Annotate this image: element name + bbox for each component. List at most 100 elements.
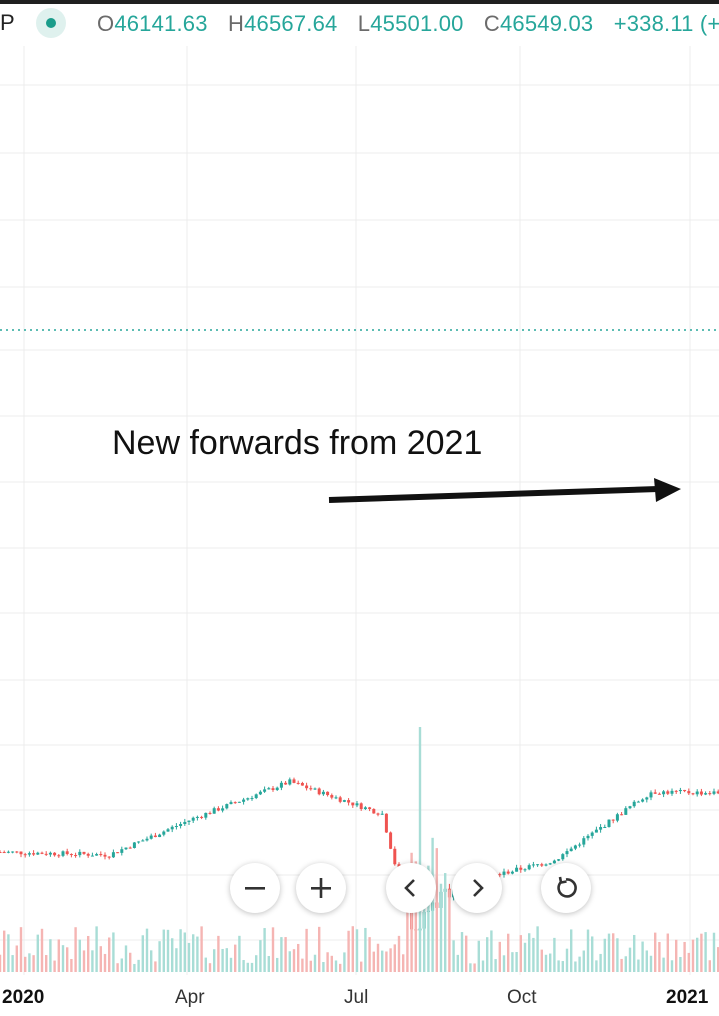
candle-body: [620, 814, 624, 816]
volume-bar: [553, 937, 556, 972]
volume-bar: [255, 955, 258, 972]
volume-bar: [431, 837, 434, 972]
candle-body: [376, 813, 380, 815]
volume-bar: [225, 948, 228, 972]
low-label: L: [357, 11, 371, 36]
volume-bar: [78, 939, 81, 972]
volume-bar: [494, 959, 497, 972]
candle-body: [393, 848, 397, 865]
candle-body: [674, 790, 678, 792]
volume-bar: [158, 941, 161, 972]
volume-bar: [116, 963, 119, 972]
volume-bar: [229, 957, 233, 972]
candle-body: [32, 853, 36, 855]
volume-bar: [574, 961, 577, 972]
volume-bar: [414, 861, 417, 972]
volume-bar: [402, 954, 405, 972]
volume-bar: [465, 935, 468, 972]
volume-bar: [11, 955, 14, 972]
candle-body: [544, 864, 548, 866]
candle-body: [670, 790, 674, 794]
volume-bar: [313, 954, 317, 972]
volume-bar: [586, 929, 590, 972]
candle-body: [632, 801, 636, 807]
volume-bar: [607, 933, 611, 972]
candle-body: [628, 806, 632, 809]
scroll-left-button[interactable]: [386, 863, 436, 913]
volume-bar: [49, 939, 52, 972]
volume-bar: [662, 957, 665, 972]
candle-body: [342, 800, 346, 802]
scroll-right-button[interactable]: [452, 863, 502, 913]
candle-body: [527, 865, 531, 870]
zoom-out-button[interactable]: [230, 863, 280, 913]
volume-bar: [82, 950, 86, 972]
volume-bar: [297, 943, 300, 972]
volume-bar: [179, 929, 182, 972]
volume-bar: [99, 946, 102, 972]
volume-bar: [183, 932, 186, 972]
candle-body: [74, 855, 78, 857]
volume-bar: [364, 927, 367, 972]
candle-body: [351, 802, 355, 806]
volume-bar: [528, 933, 531, 972]
volume-bar: [91, 950, 94, 972]
candle-body: [61, 851, 65, 856]
volume-bar: [288, 951, 291, 972]
volume-bar: [0, 954, 2, 972]
volume-bar: [582, 950, 585, 972]
candle-body: [578, 844, 582, 846]
candle-body: [111, 852, 115, 858]
volume-bar: [456, 954, 459, 972]
volume-bar: [36, 934, 39, 972]
candle-body: [86, 853, 90, 856]
candle-body: [225, 804, 229, 809]
zoom-in-button[interactable]: [296, 863, 346, 913]
candle-body: [708, 793, 712, 795]
candle-body: [506, 871, 510, 874]
candle-body: [53, 852, 57, 856]
volume-bar: [213, 949, 216, 972]
volume-bar: [372, 951, 375, 972]
volume-bar: [637, 959, 640, 972]
candle-body: [116, 852, 120, 854]
ohlc-values: O46141.63 H46567.64 L45501.00 C46549.03 …: [97, 11, 719, 37]
candle-body: [158, 834, 162, 838]
volume-bar: [45, 955, 48, 972]
candle-body: [536, 864, 540, 866]
candle-body: [691, 793, 695, 795]
volume-bar: [129, 952, 132, 972]
volume-bar: [95, 926, 98, 972]
top-edge: [0, 0, 719, 4]
volume-bar: [540, 949, 543, 972]
x-tick-label: Oct: [507, 987, 537, 1008]
volume-bar: [624, 956, 627, 972]
volume-bar: [397, 935, 401, 972]
volume-bar: [347, 930, 350, 972]
volume-bar: [565, 948, 569, 972]
candle-body: [565, 851, 569, 855]
volume-bar: [40, 928, 44, 972]
volume-bar: [171, 938, 174, 972]
candle-body: [216, 808, 220, 811]
symbol-label[interactable]: P: [0, 10, 15, 35]
candle-body: [317, 788, 321, 795]
candle-body: [309, 788, 313, 790]
candle-body: [2, 852, 6, 854]
plus-icon: [311, 878, 331, 898]
reset-chart-button[interactable]: [541, 863, 591, 913]
candle-body: [107, 856, 111, 858]
candle-body: [174, 826, 178, 828]
volume-bar: [511, 952, 514, 972]
x-tick-label: Apr: [175, 987, 205, 1008]
volume-bar: [108, 937, 111, 972]
volume-bar: [645, 950, 648, 972]
candle-body: [712, 791, 716, 794]
candle-body: [69, 854, 73, 856]
volume-bar: [570, 929, 573, 972]
volume-bar: [700, 933, 703, 972]
volume-bar: [696, 937, 699, 972]
volume-bar: [351, 926, 354, 972]
open-value: 46141.63: [114, 11, 208, 36]
